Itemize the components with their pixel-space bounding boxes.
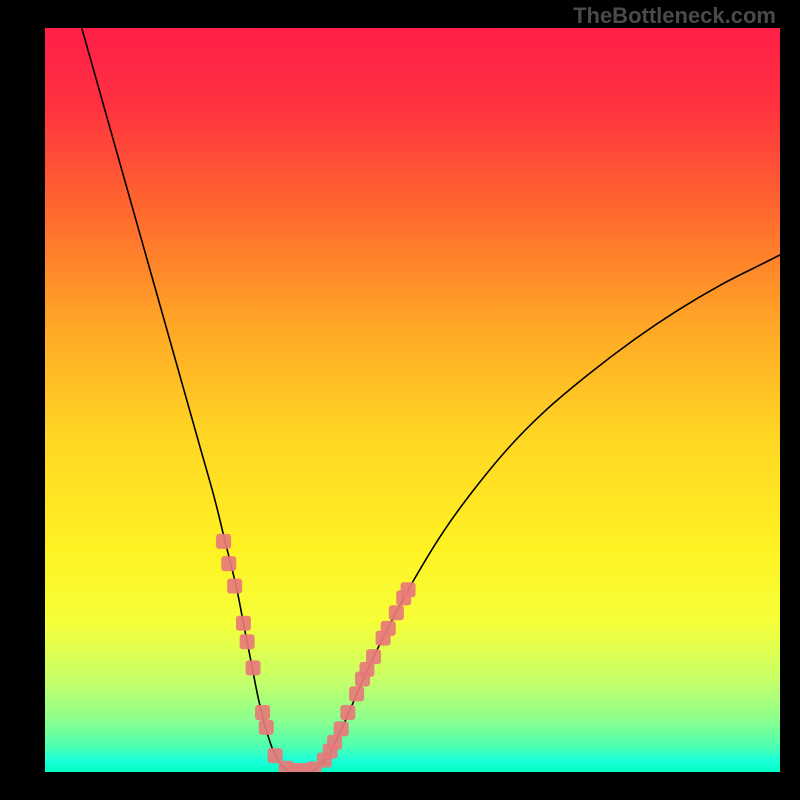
data-marker — [268, 748, 283, 763]
data-marker — [327, 735, 342, 750]
data-marker — [401, 582, 416, 597]
data-marker — [334, 721, 349, 736]
watermark-text: TheBottleneck.com — [573, 3, 776, 29]
marker-group — [216, 534, 415, 772]
data-marker — [366, 649, 381, 664]
data-marker — [240, 634, 255, 649]
data-marker — [236, 616, 251, 631]
data-marker — [221, 556, 236, 571]
data-marker — [381, 621, 396, 636]
bottleneck-curve-right — [295, 255, 780, 772]
bottleneck-curve-left — [82, 28, 295, 772]
data-marker — [340, 705, 355, 720]
data-marker — [259, 720, 274, 735]
data-marker — [389, 605, 404, 620]
data-marker — [216, 534, 231, 549]
data-marker — [246, 660, 261, 675]
chart-overlay — [45, 28, 780, 772]
data-marker — [227, 579, 242, 594]
data-marker — [255, 705, 270, 720]
data-marker — [349, 686, 364, 701]
chart-outer-frame: TheBottleneck.com — [0, 0, 800, 800]
plot-area — [45, 28, 780, 772]
